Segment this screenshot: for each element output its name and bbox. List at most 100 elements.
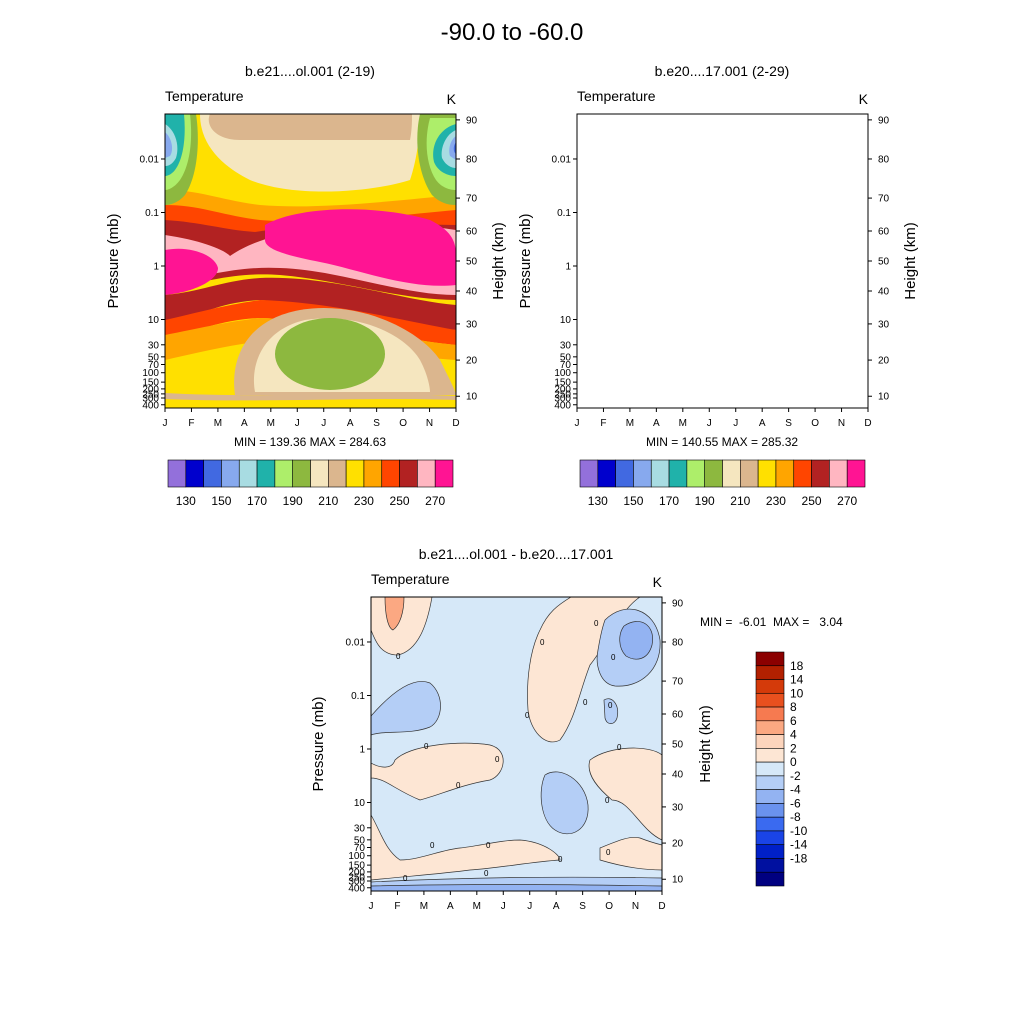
field-vortex-right-160: [854, 130, 868, 168]
colorbar-label: 10: [790, 686, 804, 700]
x-tick-label: J: [369, 901, 374, 912]
colorbar-swatch: [755, 858, 785, 873]
colorbar-label: 210: [318, 494, 338, 508]
panel-1-title: b.e21....ol.001 (2-19): [245, 63, 375, 79]
colorbar-swatch: [755, 706, 785, 722]
field-vortex-left-160: [577, 122, 590, 168]
panel-2-minmax: MIN = 140.55 MAX = 285.32: [646, 435, 798, 449]
colorbar-swatch: [740, 459, 759, 488]
y-tick-label: 150: [554, 378, 571, 389]
panel-2-variable: Temperature: [577, 88, 656, 104]
colorbar-swatch: [381, 459, 400, 488]
field-vortex-left-150: [165, 132, 173, 158]
colorbar-swatch: [686, 459, 705, 488]
y-tick-label: 400: [348, 883, 365, 894]
colorbar-swatch: [328, 459, 347, 488]
field-band-280-left: [577, 250, 627, 293]
colorbar-swatch: [755, 761, 785, 777]
field-band-220-bottom: [577, 393, 868, 400]
panel-2: b.e20....17.001 (2-29) Temperature K Pre…: [517, 63, 919, 449]
x-tick-label: F: [188, 418, 194, 429]
field-band-240: [577, 190, 868, 255]
contour-label-0: 0: [456, 781, 461, 790]
panel-1-ylabel-right: Height (km): [490, 222, 507, 300]
colorbar-label: 14: [790, 673, 804, 687]
panel-2-title: b.e20....17.001 (2-29): [655, 63, 790, 79]
panel-1: b.e21....ol.001 (2-19) Temperature K Pre…: [105, 63, 507, 449]
colorbar-label: 150: [623, 494, 643, 508]
x-tick-label: J: [501, 901, 506, 912]
x-tick-label: M: [420, 901, 428, 912]
diff-band-pos-mid-right: [588, 747, 662, 841]
x-tick-label: J: [733, 418, 738, 429]
x-tick-label: M: [626, 418, 634, 429]
colorbar-swatch: [755, 651, 785, 667]
y-tick-label: 0.1: [557, 208, 571, 219]
x-tick-label: J: [707, 418, 712, 429]
y-tick-label: 70: [560, 360, 572, 371]
y-tick-label: 100: [348, 851, 365, 862]
colorbar-label: 250: [390, 494, 410, 508]
panel-3-variable: Temperature: [371, 571, 450, 587]
diff-band-pos-lower-left: [371, 814, 561, 881]
contour-label-0: 0: [403, 874, 408, 883]
colorbar-label: 18: [790, 659, 804, 673]
field-band-200-core: [275, 318, 385, 390]
colorbar-label: 130: [176, 494, 196, 508]
panel-1-contour-field: [165, 114, 456, 408]
colorbar-label: 2: [790, 741, 797, 755]
field-band-280-upper: [265, 209, 456, 286]
x-tick-label: N: [838, 418, 845, 429]
contour-label-0: 0: [430, 841, 435, 850]
colorbar-swatch: [755, 871, 785, 887]
x-tick-label: J: [527, 901, 532, 912]
y-right-tick-label: 70: [466, 194, 478, 205]
panel-2-axes: J F M A M J J A S O N D0.010.1110305070100150200250…: [552, 115, 890, 429]
x-tick-label: S: [579, 901, 586, 912]
x-tick-label: M: [473, 901, 481, 912]
field-band-230-bottom: [577, 396, 868, 408]
colorbar-swatch: [755, 803, 785, 818]
colorbar-label: 210: [730, 494, 750, 508]
y-right-tick-label: 80: [672, 637, 684, 648]
y-tick-label: 400: [142, 400, 159, 411]
field-vortex-left-180: [577, 114, 603, 190]
x-tick-label: A: [759, 418, 766, 429]
y-right-tick-label: 50: [878, 257, 890, 268]
x-tick-label: J: [575, 418, 580, 429]
field-band-210-top: [612, 114, 832, 192]
y-tick-label: 1: [565, 261, 571, 272]
colorbar-label: 150: [211, 494, 231, 508]
colorbar-swatch: [722, 459, 741, 488]
colorbar-label: 170: [247, 494, 267, 508]
x-tick-label: M: [214, 418, 222, 429]
y-tick-label: 100: [142, 368, 159, 379]
colorbar-swatch: [597, 459, 616, 488]
panel-2-contour-field: [577, 114, 868, 408]
colorbar-label: -10: [790, 824, 808, 838]
panel-3-units: K: [653, 574, 663, 590]
contour-label-0: 0: [396, 652, 401, 661]
colorbar-swatch: [704, 459, 723, 488]
y-tick-label: 250: [142, 389, 159, 400]
contour-label-0: 0: [525, 711, 530, 720]
contour-label-0: 0: [558, 855, 563, 864]
panel-1-ylabel: Pressure (mb): [105, 213, 122, 308]
colorbar-swatch: [775, 459, 795, 488]
y-right-tick-label: 60: [878, 227, 890, 238]
colorbar-swatch: [755, 844, 785, 859]
colorbar-swatch: [167, 459, 187, 488]
y-tick-label: 30: [354, 823, 366, 834]
colorbar-swatch: [363, 459, 383, 488]
x-tick-label: S: [373, 418, 380, 429]
field-vortex-left-140: [577, 128, 586, 160]
colorbar-swatch: [755, 748, 785, 763]
y-right-tick-label: 90: [878, 115, 890, 126]
field-band-250-mid: [577, 300, 868, 345]
colorbar-swatch: [757, 459, 777, 488]
contour-label-0: 0: [617, 743, 622, 752]
y-tick-label: 100: [554, 368, 571, 379]
colorbar-swatch: [221, 459, 240, 488]
field-band-220-top: [208, 114, 412, 140]
y-tick-label: 300: [348, 877, 365, 888]
